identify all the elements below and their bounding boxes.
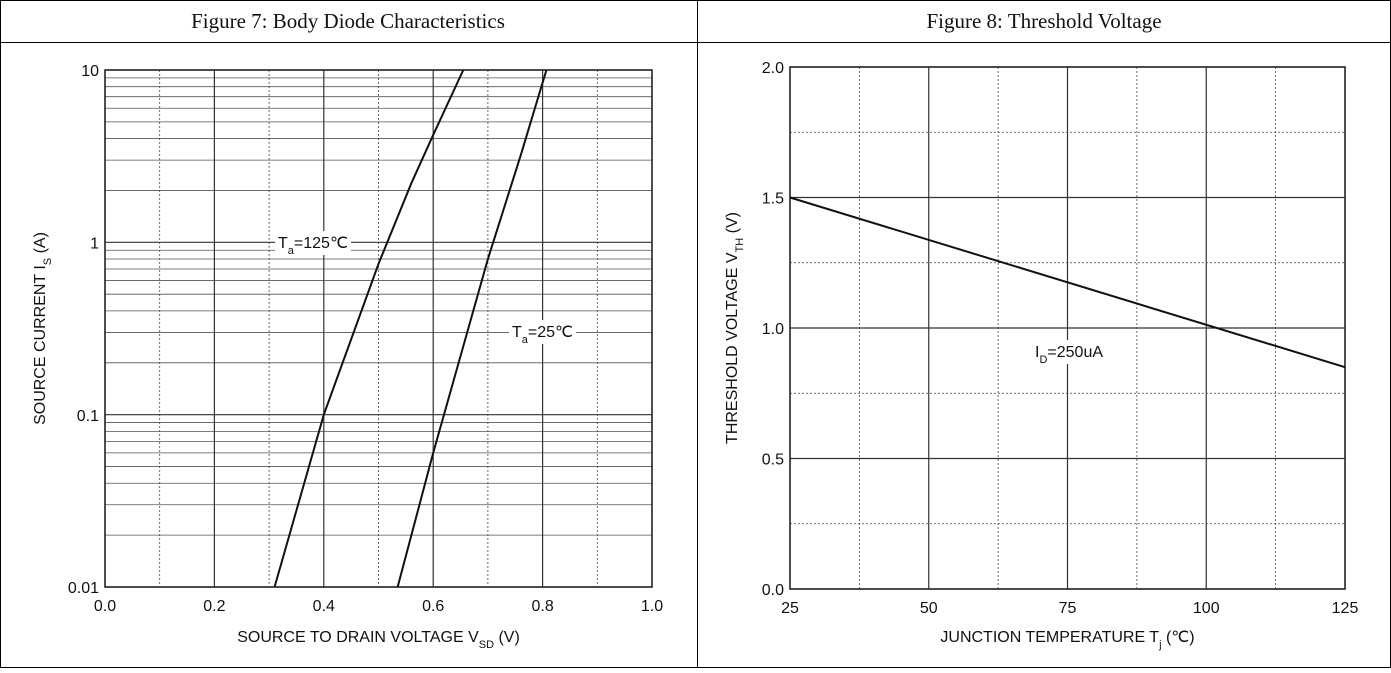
annotation-part: T	[512, 324, 522, 341]
x-axis-label-part: SD	[479, 639, 494, 651]
y-axis-label-part: (A)	[32, 232, 49, 258]
chart-title: Figure 8: Threshold Voltage	[926, 9, 1161, 33]
figure-table: Figure 7: Body Diode Characteristics Fig…	[0, 0, 1391, 668]
x-tick-label: 100	[1193, 600, 1220, 617]
x-tick-label: 25	[781, 600, 799, 617]
chart-title: Figure 7: Body Diode Characteristics	[191, 9, 505, 33]
x-tick-label: 0.2	[203, 598, 225, 615]
x-axis-label: JUNCTION TEMPERATURE Tj (℃)	[940, 629, 1194, 651]
y-tick-label: 1.0	[762, 321, 784, 338]
y-tick-label: 0.1	[77, 408, 99, 425]
x-tick-label: 125	[1332, 600, 1359, 617]
y-tick-label: 1.5	[762, 191, 784, 208]
annotation-part: D	[1039, 354, 1047, 366]
x-tick-label: 1.0	[641, 598, 663, 615]
y-axis-label-part: SOURCE CURRENT I	[32, 265, 49, 425]
y-tick-label: 1	[90, 236, 99, 253]
x-tick-label: 0.8	[531, 598, 553, 615]
x-tick-label: 50	[920, 600, 938, 617]
x-axis-label-part: SOURCE TO DRAIN VOLTAGE V	[237, 629, 479, 646]
x-tick-label: 0.0	[94, 598, 116, 615]
y-tick-label: 0.5	[762, 452, 784, 469]
table-border	[1, 1, 1391, 668]
x-axis-label-part: (V)	[494, 629, 520, 646]
y-tick-label: 0.01	[68, 580, 99, 597]
y-axis-label-part: TH	[734, 238, 746, 253]
x-axis-label-part: JUNCTION TEMPERATURE T	[940, 629, 1159, 646]
annotation-part: =125℃	[294, 235, 348, 252]
y-tick-label: 2.0	[762, 60, 784, 77]
y-axis-label-part: (V)	[724, 212, 741, 238]
x-tick-label: 75	[1059, 600, 1077, 617]
y-tick-label: 10	[81, 63, 99, 80]
annotation-part: =250uA	[1047, 344, 1103, 361]
x-tick-label: 0.4	[313, 598, 335, 615]
y-axis-label: THRESHOLD VOLTAGE VTH (V)	[724, 212, 746, 444]
y-axis-label-part: THRESHOLD VOLTAGE V	[724, 252, 741, 444]
annotation-part: T	[278, 235, 288, 252]
page: {"chart_data": [ {"type": "line", "title…	[0, 0, 1391, 668]
y-axis-label-part: S	[42, 258, 54, 265]
series-line	[275, 70, 464, 587]
y-tick-label: 0.0	[762, 582, 784, 599]
x-axis-label-part: (℃)	[1162, 629, 1195, 646]
annotation-part: =25℃	[528, 324, 573, 341]
x-tick-label: 0.6	[422, 598, 444, 615]
y-axis-label: SOURCE CURRENT IS (A)	[32, 232, 54, 425]
x-axis-label: SOURCE TO DRAIN VOLTAGE VSD (V)	[237, 629, 520, 651]
